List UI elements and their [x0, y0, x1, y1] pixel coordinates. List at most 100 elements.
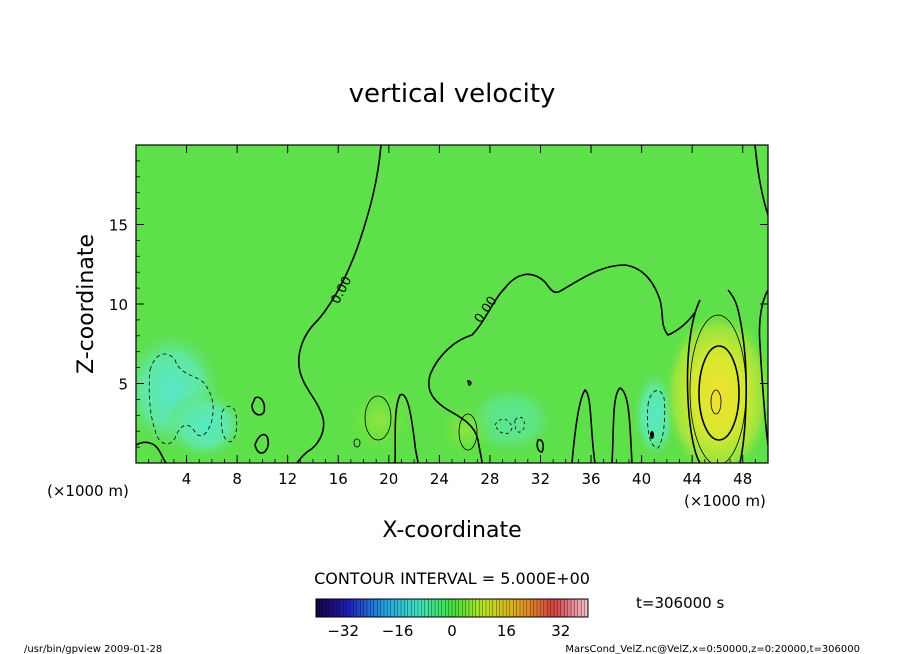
colorbar-cell	[394, 598, 399, 618]
colorbar-cell	[550, 598, 555, 618]
neg-contour-mid	[494, 418, 513, 435]
zero-contour-upper	[429, 264, 696, 376]
colorbar-cell	[397, 598, 402, 618]
colorbar-cell	[479, 598, 484, 618]
y-tick-label: 10	[109, 296, 128, 314]
zero-contour-lobe-2	[571, 388, 596, 463]
zero-contour-bottom	[428, 374, 483, 463]
x-tick-label: 8	[232, 470, 242, 488]
x-tick-label: 40	[632, 470, 651, 488]
colorbar-cell	[438, 598, 443, 618]
neg-contour-left-2	[220, 405, 238, 443]
colorbar-cell	[390, 598, 395, 618]
pos-contour-1	[364, 395, 392, 441]
colorbar-cell	[472, 598, 477, 618]
updraft-outer-zero	[686, 299, 701, 463]
colorbar-cell	[326, 598, 331, 618]
colorbar-cell	[441, 598, 446, 618]
colorbar-cell	[513, 598, 518, 618]
x-tick-label: 16	[329, 470, 348, 488]
colorbar-cell	[445, 598, 450, 618]
zero-contour-right-edge	[754, 145, 768, 216]
footer-right: MarsCond_VelZ.nc@VelZ,x=0:50000,z=0:2000…	[565, 644, 860, 654]
colorbar-cell	[533, 598, 538, 618]
colorbar-cell	[428, 598, 433, 618]
colorbar-cell	[543, 598, 548, 618]
x-tick-label: 28	[480, 470, 499, 488]
colorbar-cell	[567, 598, 572, 618]
colorbar-cell	[400, 598, 405, 618]
colorbar-tick-label: 16	[497, 622, 516, 640]
colorbar-cell	[485, 598, 490, 618]
colorbar-cell	[383, 598, 388, 618]
colorbar-cell	[377, 598, 382, 618]
colorbar-cell	[574, 598, 579, 618]
zero-contour-small-2	[254, 433, 270, 454]
zero-contour-small-1	[251, 396, 266, 416]
colorbar: −32 −16 0 16 32	[315, 598, 589, 640]
colorbar-tick-label: 0	[447, 622, 457, 640]
warm-region-2	[435, 400, 495, 460]
colorbar-cell	[516, 598, 521, 618]
colorbar-cell	[540, 598, 545, 618]
x-tick-label: 36	[581, 470, 600, 488]
colorbar-cell	[560, 598, 565, 618]
x-tick-label: 12	[278, 470, 297, 488]
colorbar-cell	[349, 598, 354, 618]
colorbar-cell	[492, 598, 497, 618]
colorbar-cell	[373, 598, 378, 618]
colorbar-cell	[332, 598, 337, 618]
colorbar-cell	[363, 598, 368, 618]
colorbar-cell	[353, 598, 358, 618]
zero-contour-small-4	[466, 380, 472, 387]
colorbar-cell	[502, 598, 507, 618]
x-tick-label: 32	[531, 470, 550, 488]
colorbar-cell	[370, 598, 375, 618]
y-axis-unit: (×1000 m)	[47, 482, 129, 500]
colorbar-cell	[404, 598, 409, 618]
colorbar-cell	[343, 598, 348, 618]
neg-contour-mid-2	[514, 416, 525, 433]
colorbar-cell	[424, 598, 429, 618]
colorbar-cell	[360, 598, 365, 618]
warm-region-1	[340, 380, 420, 460]
x-tick-label: 24	[430, 470, 449, 488]
colorbar-cell	[509, 598, 514, 618]
colorbar-cell	[526, 598, 531, 618]
colorbar-cell	[407, 598, 412, 618]
colorbar-cell	[496, 598, 501, 618]
colorbar-cell	[523, 598, 528, 618]
y-axis-label: Z-coordinate	[74, 234, 99, 374]
contour-interval: CONTOUR INTERVAL = 5.000E+00	[314, 569, 590, 588]
colorbar-cell	[475, 598, 480, 618]
x-axis: 4 8 12 16 20 24 28 32 36 40 44 48	[148, 145, 756, 488]
colorbar-cell	[414, 598, 419, 618]
colorbar-cell	[387, 598, 392, 618]
updraft-contour-10	[698, 345, 740, 441]
colorbar-cell	[489, 598, 494, 618]
colorbar-cell	[458, 598, 463, 618]
x-tick-label: 44	[683, 470, 702, 488]
colorbar-tick-label: −32	[327, 622, 359, 640]
colorbar-cell	[570, 598, 575, 618]
x-axis-label: X-coordinate	[382, 518, 521, 543]
chart-title: vertical velocity	[349, 79, 556, 109]
y-axis: 5 10 15	[109, 160, 768, 448]
updraft-region	[663, 310, 768, 463]
colorbar-cell	[380, 598, 385, 618]
y-tick-label: 15	[109, 217, 128, 235]
colorbar-cell	[581, 598, 586, 618]
colorbar-cell	[431, 598, 436, 618]
colorbar-tick-label: 32	[551, 622, 570, 640]
colorbar-cell	[411, 598, 416, 618]
x-axis-unit: (×1000 m)	[684, 492, 766, 510]
colorbar-cell	[451, 598, 456, 618]
updraft-outer-zero-2	[727, 289, 747, 463]
colorbar-cell	[434, 598, 439, 618]
colorbar-cell	[465, 598, 470, 618]
neg-contour-core	[650, 431, 654, 439]
pos-contour-2	[458, 413, 478, 451]
colorbar-cell	[329, 598, 334, 618]
colorbar-cell	[421, 598, 426, 618]
